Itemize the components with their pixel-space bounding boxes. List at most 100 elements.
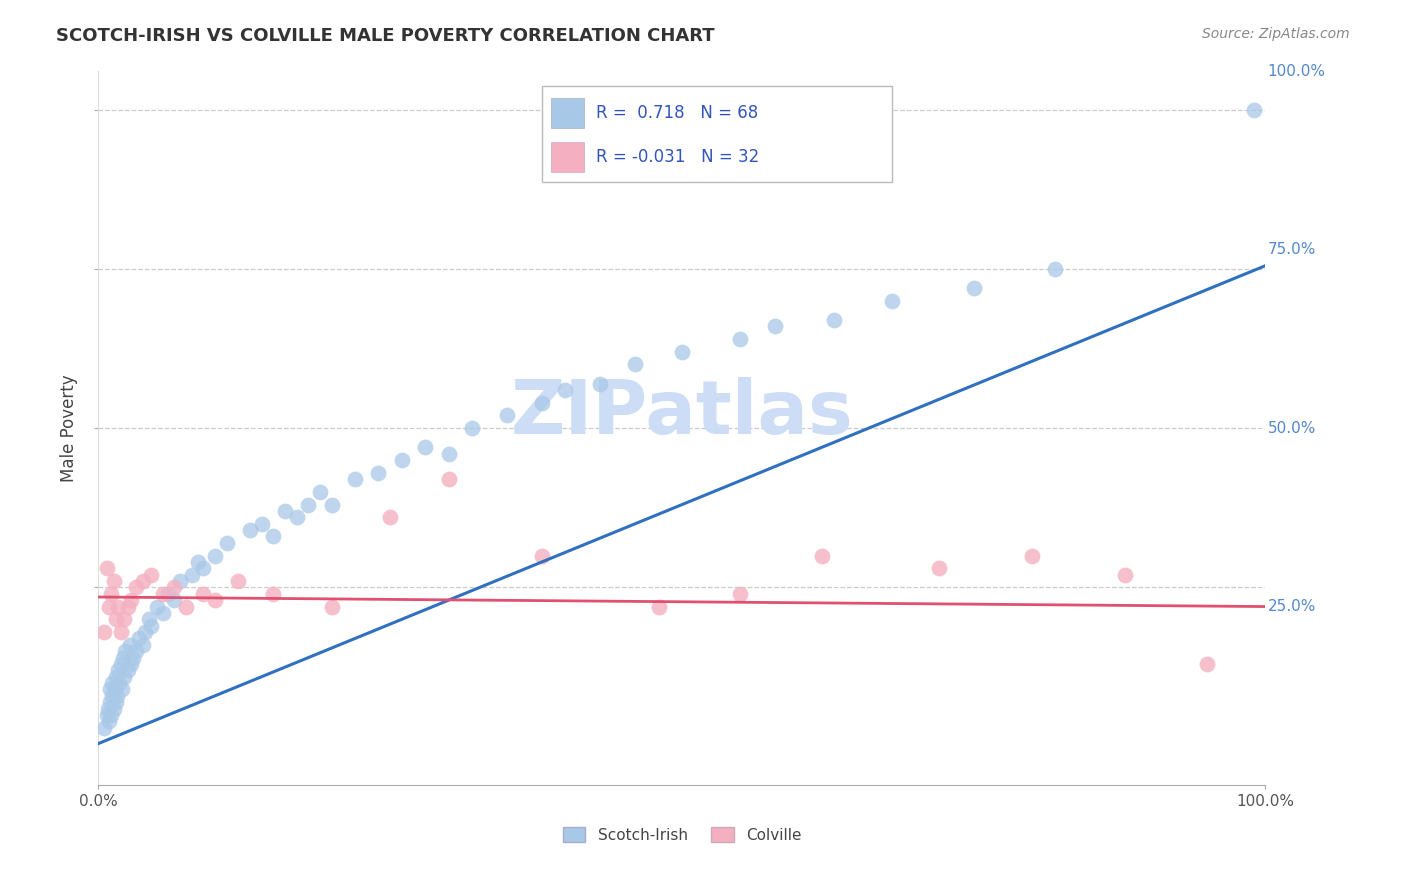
- Text: SCOTCH-IRISH VS COLVILLE MALE POVERTY CORRELATION CHART: SCOTCH-IRISH VS COLVILLE MALE POVERTY CO…: [56, 27, 714, 45]
- Point: [1045, 261, 1067, 276]
- Point: [962, 281, 984, 295]
- Point: [163, 581, 186, 595]
- Text: 50.0%: 50.0%: [1268, 421, 1316, 435]
- Point: [380, 510, 402, 524]
- Point: [110, 657, 132, 671]
- Text: R =  0.718   N = 68: R = 0.718 N = 68: [596, 104, 758, 122]
- Point: [437, 447, 460, 461]
- Point: [624, 358, 647, 372]
- Point: [100, 587, 122, 601]
- Point: [132, 574, 155, 588]
- Point: [204, 593, 226, 607]
- Point: [274, 504, 297, 518]
- Point: [1195, 657, 1218, 671]
- Point: [107, 599, 129, 614]
- Point: [180, 567, 202, 582]
- Text: R = -0.031   N = 32: R = -0.031 N = 32: [596, 148, 759, 166]
- Point: [117, 663, 139, 677]
- Point: [228, 574, 250, 588]
- Text: Source: ZipAtlas.com: Source: ZipAtlas.com: [1202, 27, 1350, 41]
- Text: 100.0%: 100.0%: [1268, 64, 1326, 78]
- Point: [97, 714, 120, 729]
- Point: [108, 676, 131, 690]
- Point: [96, 561, 118, 575]
- Point: [103, 574, 125, 588]
- Point: [344, 472, 367, 486]
- Point: [391, 453, 413, 467]
- Point: [163, 593, 186, 607]
- Point: [104, 670, 127, 684]
- Point: [98, 682, 121, 697]
- Point: [98, 695, 121, 709]
- Point: [193, 587, 215, 601]
- Point: [321, 599, 343, 614]
- Point: [250, 516, 273, 531]
- Point: [93, 625, 115, 640]
- Point: [530, 395, 553, 409]
- Point: [118, 638, 141, 652]
- Point: [811, 549, 834, 563]
- Point: [647, 599, 669, 614]
- Point: [730, 332, 752, 346]
- Point: [174, 599, 197, 614]
- Point: [297, 498, 319, 512]
- Point: [554, 383, 576, 397]
- Point: [97, 701, 120, 715]
- Point: [239, 523, 262, 537]
- Point: [110, 625, 132, 640]
- Point: [101, 676, 124, 690]
- Point: [1021, 549, 1043, 563]
- Point: [309, 484, 332, 499]
- Point: [262, 529, 284, 543]
- Point: [117, 599, 139, 614]
- Point: [100, 707, 122, 722]
- Legend: Scotch-Irish, Colville: Scotch-Irish, Colville: [557, 821, 807, 848]
- Point: [122, 650, 145, 665]
- Point: [823, 313, 845, 327]
- Point: [285, 510, 308, 524]
- Point: [367, 466, 389, 480]
- Point: [321, 498, 343, 512]
- Point: [262, 587, 284, 601]
- Point: [104, 612, 127, 626]
- Point: [215, 536, 238, 550]
- Y-axis label: Male Poverty: Male Poverty: [60, 375, 79, 482]
- Point: [204, 549, 226, 563]
- Point: [1243, 103, 1265, 117]
- Text: ZIPatlas: ZIPatlas: [510, 377, 853, 450]
- Point: [132, 638, 155, 652]
- Point: [146, 599, 169, 614]
- Point: [107, 663, 129, 677]
- Bar: [551, 143, 583, 172]
- Point: [125, 644, 148, 658]
- Point: [880, 293, 903, 308]
- Point: [104, 682, 127, 697]
- FancyBboxPatch shape: [541, 86, 891, 182]
- Point: [138, 612, 160, 626]
- Point: [111, 650, 134, 665]
- Point: [152, 587, 174, 601]
- Point: [461, 421, 484, 435]
- Point: [101, 689, 124, 703]
- Point: [128, 632, 150, 646]
- Point: [112, 612, 135, 626]
- Point: [120, 593, 142, 607]
- Point: [111, 682, 134, 697]
- Point: [105, 689, 128, 703]
- Point: [120, 657, 142, 671]
- Text: 25.0%: 25.0%: [1268, 599, 1316, 614]
- Point: [187, 555, 209, 569]
- Point: [96, 707, 118, 722]
- Point: [103, 701, 125, 715]
- Point: [152, 606, 174, 620]
- Point: [125, 581, 148, 595]
- Point: [1114, 567, 1136, 582]
- Text: 75.0%: 75.0%: [1268, 243, 1316, 257]
- Point: [97, 599, 120, 614]
- Point: [169, 574, 191, 588]
- Bar: [551, 98, 583, 128]
- Point: [928, 561, 950, 575]
- Point: [530, 549, 553, 563]
- Point: [157, 587, 180, 601]
- Point: [413, 440, 436, 454]
